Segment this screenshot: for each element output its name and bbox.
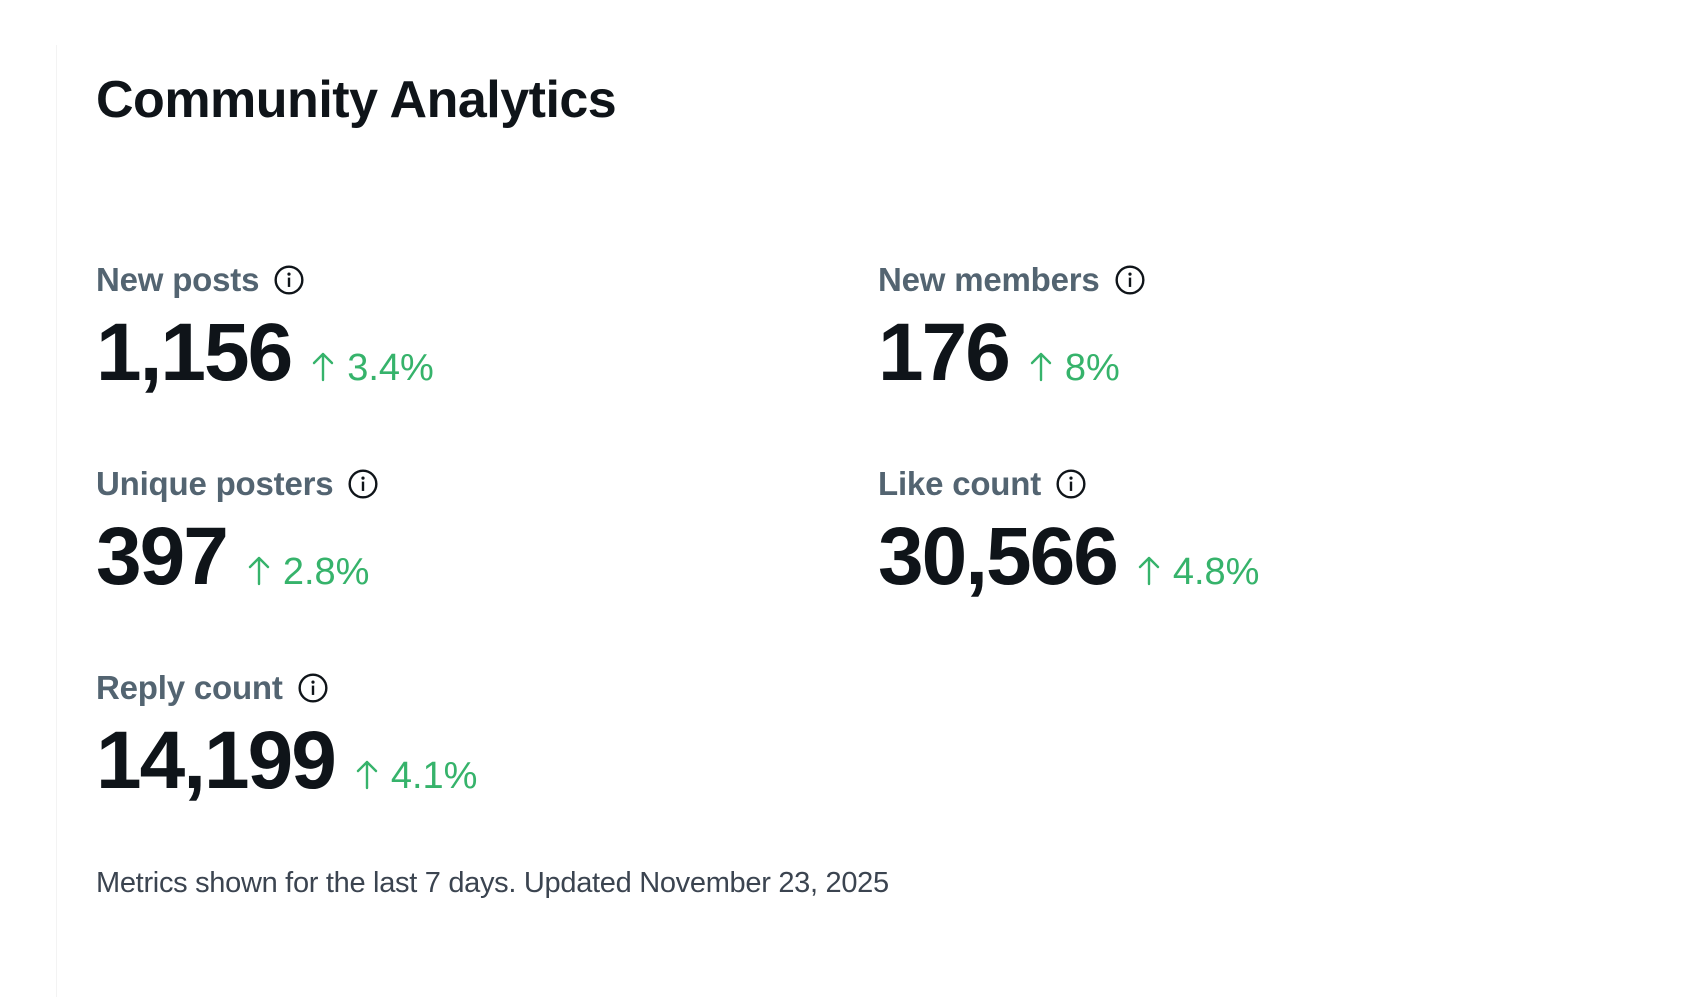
info-icon[interactable] — [297, 672, 329, 704]
metric-label: Reply count — [96, 669, 283, 706]
metric-reply-count: Reply count 14,199 4.1% — [96, 666, 477, 806]
metrics-footer-note: Metrics shown for the last 7 days. Updat… — [96, 867, 889, 899]
delta-value: 4.8% — [1172, 551, 1260, 593]
left-divider — [56, 45, 57, 997]
metric-label: New posts — [96, 261, 260, 298]
metric-new-posts: New posts 1,156 3.4% — [96, 258, 434, 398]
info-icon[interactable] — [1114, 264, 1146, 296]
metric-unique-posters: Unique posters 397 2.8% — [96, 462, 379, 602]
delta-value: 3.4% — [347, 347, 434, 389]
metric-value: 30,566 — [878, 511, 1119, 602]
metric-label: Like count — [878, 465, 1042, 502]
metric-value: 176 — [878, 307, 1011, 398]
delta-value: 4.1% — [390, 755, 478, 797]
metric-label: Unique posters — [96, 465, 334, 502]
info-icon[interactable] — [273, 264, 305, 296]
arrow-up-icon — [311, 349, 335, 382]
arrow-up-icon — [247, 553, 271, 586]
arrow-up-icon — [1137, 553, 1161, 586]
page-title: Community Analytics — [96, 71, 617, 129]
metric-delta: 2.8% — [247, 551, 370, 594]
info-icon[interactable] — [347, 468, 379, 500]
arrow-up-icon — [355, 757, 379, 790]
metric-new-members: New members 176 8% — [878, 258, 1146, 398]
delta-value: 8% — [1064, 347, 1120, 389]
metric-delta: 4.1% — [355, 755, 478, 798]
metric-delta: 4.8% — [1137, 551, 1260, 594]
metric-delta: 3.4% — [311, 347, 434, 390]
delta-value: 2.8% — [282, 551, 370, 593]
metric-delta: 8% — [1029, 347, 1120, 390]
metric-like-count: Like count 30,566 4.8% — [878, 462, 1259, 602]
metric-label: New members — [878, 261, 1100, 298]
metric-value: 1,156 — [96, 307, 293, 398]
metric-value: 14,199 — [96, 715, 337, 806]
metric-value: 397 — [96, 511, 229, 602]
info-icon[interactable] — [1055, 468, 1087, 500]
arrow-up-icon — [1029, 349, 1053, 382]
